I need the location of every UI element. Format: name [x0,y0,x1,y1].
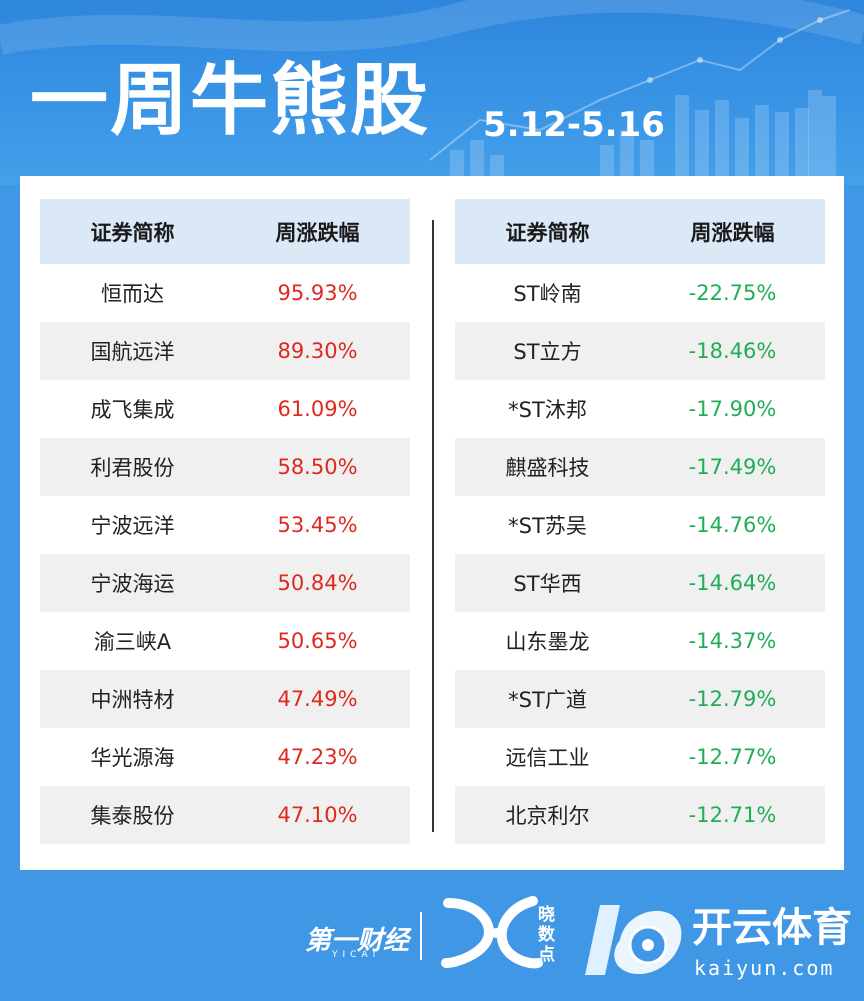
kaiyun-logo-url: kaiyun.com [694,956,835,980]
stock-name: 成飞集成 [90,398,175,422]
column-header-change: 周涨跌幅 [690,220,775,245]
stock-name: 山东墨龙 [505,630,590,654]
stock-name: 麒盛科技 [505,456,590,480]
table-row: 麒盛科技 -17.49% [455,438,825,496]
weekly-change: -17.90% [688,397,777,421]
gainers-table: 证券简称 周涨跌幅 恒而达 95.93% 国航远洋 89.30% 成飞集成 61.09% 利… [40,199,410,844]
stock-name: *ST广道 [508,688,587,712]
table-row: 宁波海运 50.84% [40,554,410,612]
date-range: 5.12-5.16 [483,105,665,145]
weekly-change: 47.23% [277,745,358,769]
table-row: 国航远洋 89.30% [40,322,410,380]
weekly-change: -12.71% [688,803,777,827]
stock-name: 恒而达 [101,282,164,306]
table-row: ST立方 -18.46% [455,322,825,380]
logo-separator [420,912,422,960]
stock-name: ST华西 [513,572,582,596]
table-row: 中洲特材 47.49% [40,670,410,728]
page-title: 一周牛熊股 [30,56,431,146]
table-header: 证券简称 周涨跌幅 [40,199,410,264]
stock-name: 集泰股份 [90,804,175,828]
xsd-logo-icon [441,896,543,969]
table-row: *ST苏吴 -14.76% [455,496,825,554]
weekly-change: -12.77% [688,745,777,769]
table-row: ST岭南 -22.75% [455,264,825,322]
stock-name: 北京利尔 [505,804,590,828]
weekly-change: -14.76% [688,513,777,537]
yicai-logo-sub: YICAI [332,950,381,960]
weekly-change: -22.75% [688,281,777,305]
table-row: 利君股份 58.50% [40,438,410,496]
weekly-change: -18.46% [688,339,777,363]
yicai-logo: 第一财经 [305,926,410,956]
losers-table: 证券简称 周涨跌幅 ST岭南 -22.75% ST立方 -18.46% *ST沐邦 -17… [455,199,825,844]
chart-decoration-icon [0,0,864,185]
weekly-change: 95.93% [277,281,358,305]
kaiyun-logo-text: 开云体育 [692,905,852,951]
table-row: ST华西 -14.64% [455,554,825,612]
table-divider [432,220,434,832]
weekly-change: 47.49% [277,687,358,711]
table-header: 证券简称 周涨跌幅 [455,199,825,264]
stock-name: *ST苏吴 [508,514,587,538]
stock-name: 远信工业 [505,746,590,770]
stock-name: 华光源海 [90,746,175,770]
weekly-change: -17.49% [688,455,777,479]
table-row: *ST广道 -12.79% [455,670,825,728]
header-banner [0,0,864,185]
table-row: 北京利尔 -12.71% [455,786,825,844]
table-row: 成飞集成 61.09% [40,380,410,438]
weekly-change: -12.79% [688,687,777,711]
weekly-change: 58.50% [277,455,358,479]
stock-name: 中洲特材 [90,688,175,712]
table-row: 远信工业 -12.77% [455,728,825,786]
stock-name: 利君股份 [90,456,175,480]
table-row: 集泰股份 47.10% [40,786,410,844]
column-header-name: 证券简称 [90,220,175,245]
weekly-change: -14.37% [688,629,777,653]
stock-name: *ST沐邦 [508,398,587,422]
table-row: 宁波远洋 53.45% [40,496,410,554]
weekly-change: -14.64% [688,571,777,595]
stock-name: 国航远洋 [90,340,175,364]
table-row: 恒而达 95.93% [40,264,410,322]
weekly-change: 50.84% [277,571,358,595]
stock-name: 渝三峡A [93,630,172,654]
weekly-change: 53.45% [277,513,358,537]
kaiyun-logo-icon [585,905,682,975]
xsd-logo-text: 晓数点 [538,905,555,965]
weekly-change: 61.09% [277,397,358,421]
stock-name: ST立方 [513,340,582,364]
table-row: 渝三峡A 50.65% [40,612,410,670]
column-header-change: 周涨跌幅 [275,220,360,245]
table-row: *ST沐邦 -17.90% [455,380,825,438]
table-row: 山东墨龙 -14.37% [455,612,825,670]
weekly-change: 50.65% [277,629,358,653]
weekly-change: 89.30% [277,339,358,363]
stock-name: ST岭南 [513,282,582,306]
weekly-change: 47.10% [277,803,358,827]
stock-name: 宁波远洋 [90,514,175,538]
stock-name: 宁波海运 [90,572,175,596]
column-header-name: 证券简称 [505,220,590,245]
table-row: 华光源海 47.23% [40,728,410,786]
